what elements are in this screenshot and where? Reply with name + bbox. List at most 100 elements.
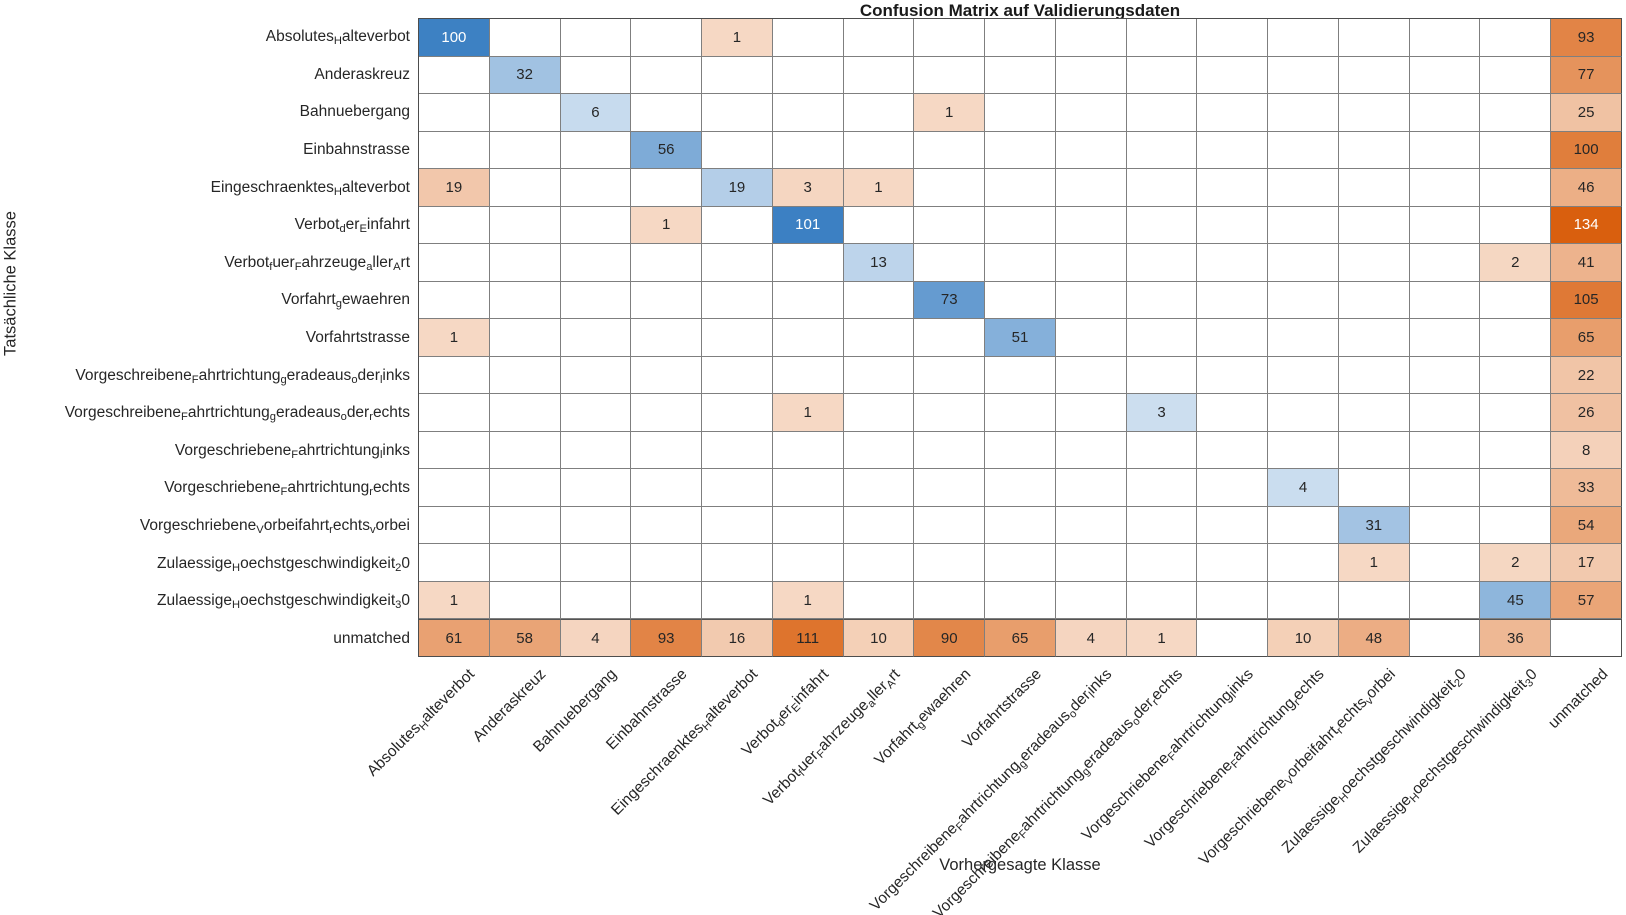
subscript-char: 2: [395, 561, 402, 574]
matrix-cell-diagonal: 100: [419, 19, 490, 57]
matrix-cell-offdiagonal: 57: [1551, 581, 1622, 620]
matrix-cell: [1197, 94, 1269, 132]
matrix-cell: [1338, 56, 1410, 95]
matrix-cell: [1055, 431, 1127, 470]
subscript-char: E: [789, 701, 804, 715]
subscript-char: o: [1067, 707, 1080, 721]
matrix-cell: [1409, 244, 1481, 282]
matrix-cell: [702, 94, 773, 132]
row-label: AbsolutesHalteverbot: [265, 28, 410, 48]
subscript-char: d: [339, 223, 346, 236]
matrix-cell: [985, 19, 1056, 57]
matrix-cell: [1055, 19, 1127, 57]
matrix-cell: [1268, 581, 1339, 620]
matrix-cell: [985, 581, 1056, 620]
matrix-cell: [1055, 281, 1127, 320]
subscript-char: H: [333, 35, 342, 48]
matrix-cell-diagonal: 13: [843, 244, 915, 282]
matrix-cell: [489, 544, 561, 582]
subscript-char: g: [914, 718, 928, 732]
matrix-cell-offdiagonal: 2: [1480, 244, 1552, 282]
matrix-cell: [1126, 131, 1198, 170]
matrix-cell: [1268, 281, 1339, 320]
subscript-char: r: [1292, 696, 1304, 709]
matrix-cell-offdiagonal: 1: [419, 581, 490, 620]
matrix-cell: [702, 544, 773, 582]
subscript-char: F: [291, 448, 299, 461]
matrix-cell: [1268, 94, 1339, 132]
matrix-cell: [1480, 394, 1552, 432]
matrix-cell: [702, 506, 773, 545]
matrix-cell: [631, 56, 703, 95]
matrix-cell: [489, 506, 561, 545]
matrix-cell: [1126, 431, 1198, 470]
matrix-cell: [985, 206, 1056, 245]
subscript-char: f: [269, 260, 273, 273]
matrix-cell-offdiagonal: 1: [702, 19, 773, 57]
matrix-cell: [1409, 169, 1481, 207]
matrix-cell: [1055, 56, 1127, 95]
matrix-cell: [419, 356, 490, 395]
matrix-cell: [985, 169, 1056, 207]
matrix-cell: [1338, 19, 1410, 57]
matrix-cell-diagonal: 4: [1268, 469, 1339, 507]
matrix-cell: [1126, 206, 1198, 245]
matrix-cell-offdiagonal: 22: [1551, 356, 1622, 395]
column-label: AbsolutesHalteverbot: [364, 665, 479, 780]
matrix-cell-offdiagonal: 100: [1551, 131, 1622, 170]
matrix-cell: [1126, 169, 1198, 207]
matrix-cell: [1268, 431, 1339, 470]
matrix-cell: [631, 581, 703, 620]
matrix-cell: [772, 281, 844, 320]
matrix-cell: [489, 206, 561, 245]
matrix-cell: [1197, 19, 1269, 57]
matrix-cell: [1197, 581, 1269, 620]
subscript-char: r: [1334, 725, 1346, 737]
row-label: ZulaessigeHoechstgeschwindigkeit30: [157, 592, 410, 612]
matrix-cell: [1268, 394, 1339, 432]
matrix-cell: [1480, 131, 1552, 170]
matrix-cell: [985, 131, 1056, 170]
matrix-cell: [843, 19, 915, 57]
confusion-matrix-grid: 100 1 93 32 77 6 1 25 56 100 19 19 3 1 46 1 101 134 13 2 41 7…: [418, 18, 1622, 657]
subscript-char: F: [1229, 757, 1243, 771]
matrix-cell: [1055, 244, 1127, 282]
matrix-cell-offdiagonal: 1: [419, 319, 490, 357]
matrix-cell: [1338, 94, 1410, 132]
matrix-cell: [1268, 544, 1339, 582]
matrix-cell: [489, 469, 561, 507]
matrix-cell: [985, 281, 1056, 320]
matrix-cell: [914, 394, 986, 432]
subscript-char: o: [340, 411, 347, 424]
subscript-char: g: [335, 298, 342, 311]
matrix-cell: [843, 394, 915, 432]
matrix-cell: [1409, 431, 1481, 470]
subscript-char: l: [1087, 690, 1098, 701]
matrix-cell: [560, 469, 632, 507]
matrix-cell-offdiagonal: 16: [702, 619, 773, 657]
subscript-char: a: [366, 260, 373, 273]
matrix-cell-diagonal: 31: [1338, 506, 1410, 545]
matrix-cell: [914, 506, 986, 545]
matrix-cell-offdiagonal: 33: [1551, 469, 1622, 507]
matrix-cell: [1480, 469, 1552, 507]
matrix-cell: [843, 131, 915, 170]
matrix-cell-diagonal: 101: [772, 206, 844, 245]
matrix-cell: [772, 506, 844, 545]
matrix-cell: [1055, 169, 1127, 207]
matrix-cell: [419, 56, 490, 95]
column-label: VorgeschreibeneFahrtrichtunggeradeausode…: [930, 665, 1187, 915]
matrix-cell: [1480, 319, 1552, 357]
matrix-cell: [1268, 56, 1339, 95]
matrix-cell: [419, 469, 490, 507]
matrix-cell: [631, 19, 703, 57]
subscript-char: g: [280, 373, 287, 386]
matrix-cell: [702, 581, 773, 620]
matrix-cell: [1409, 281, 1481, 320]
matrix-cell: [985, 244, 1056, 282]
subscript-char: F: [814, 747, 828, 761]
matrix-cell: [1409, 356, 1481, 395]
subscript-char: 2: [1452, 676, 1466, 690]
matrix-cell: [1197, 319, 1269, 357]
matrix-cell: [419, 244, 490, 282]
